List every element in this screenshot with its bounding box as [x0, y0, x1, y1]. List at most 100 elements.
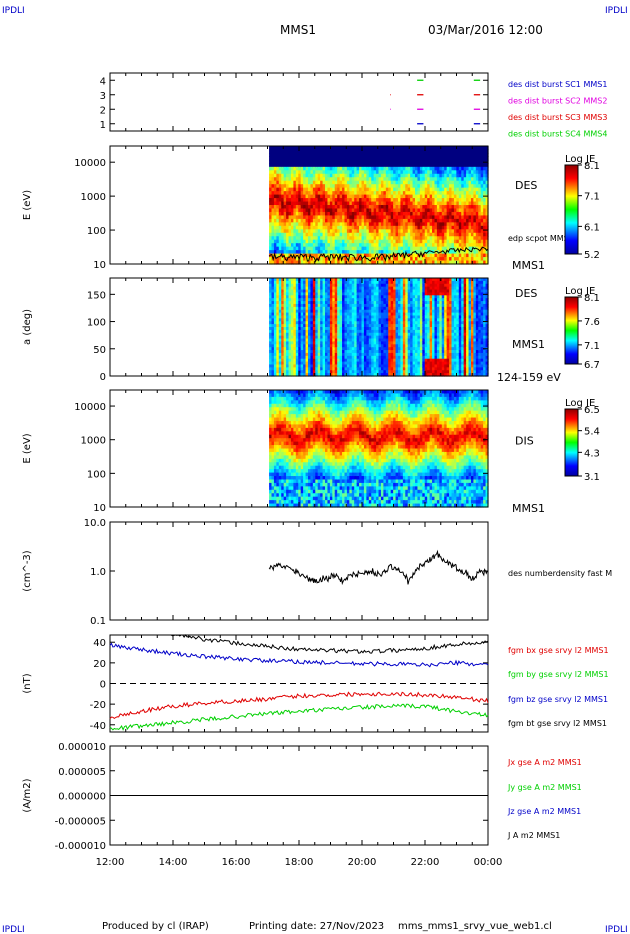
heatmap-cell: [310, 236, 314, 241]
heatmap-cell: [356, 163, 360, 168]
heatmap-cell: [480, 198, 484, 203]
heatmap-cell: [273, 201, 277, 206]
heatmap-cell: [332, 335, 336, 340]
heatmap-cell: [480, 246, 484, 251]
heatmap-cell: [356, 180, 360, 185]
heatmap-cell: [390, 292, 394, 296]
heatmap-cell: [427, 250, 431, 255]
heatmap-cell: [480, 225, 484, 230]
heatmap-cell: [269, 298, 273, 302]
corner-logo-tl: IPDLI: [2, 6, 25, 16]
heatmap-cell: [307, 149, 312, 154]
heatmap-cell: [334, 352, 338, 357]
heatmap-cell: [378, 306, 382, 311]
heatmap-cell: [485, 173, 489, 178]
heatmap-cell: [286, 180, 290, 185]
heatmap-cell: [378, 361, 382, 366]
heatmap-cell: [300, 315, 304, 319]
heatmap-cell: [458, 222, 462, 227]
heatmap-cell: [310, 229, 314, 234]
heatmap-cell: [281, 318, 285, 322]
heatmap-cell: [397, 211, 402, 217]
heatmap-cell: [410, 257, 414, 262]
heatmap-cell: [273, 373, 277, 377]
heatmap-cell: [334, 184, 338, 189]
heatmap-cell: [273, 367, 277, 371]
heatmap-cell: [361, 367, 365, 371]
heatmap-cell: [363, 225, 367, 230]
heatmap-cell: [363, 166, 367, 171]
heatmap-cell: [317, 222, 321, 227]
heatmap-cell: [436, 243, 440, 248]
heatmap-cell: [339, 184, 343, 189]
heatmap-cell: [470, 170, 475, 175]
heatmap-cell: [429, 149, 433, 154]
heatmap-cell: [402, 146, 406, 151]
heatmap-cell: [361, 208, 365, 213]
heatmap-cell: [271, 321, 275, 325]
heatmap-cell: [342, 215, 346, 220]
heatmap-cell: [393, 215, 397, 220]
heatmap-cell: [410, 149, 414, 154]
heatmap-cell: [407, 222, 411, 227]
heatmap-cell: [432, 191, 436, 196]
heatmap-cell: [395, 232, 399, 237]
heatmap-cell: [312, 289, 316, 294]
heatmap-cell: [393, 298, 397, 302]
heatmap-cell: [334, 350, 338, 354]
heatmap-cell: [393, 229, 397, 234]
heatmap-cell: [373, 146, 377, 151]
heatmap-cell: [300, 352, 304, 357]
heatmap-cell: [269, 289, 273, 294]
heatmap-cell: [424, 163, 428, 168]
heatmap-cell: [373, 166, 377, 171]
heatmap-cell: [269, 180, 273, 185]
heatmap-cell: [458, 229, 462, 234]
heatmap-cell: [361, 156, 365, 161]
heatmap-cell: [393, 352, 397, 357]
heatmap-cell: [276, 260, 280, 265]
heatmap-cell: [349, 236, 353, 241]
heatmap-cell: [305, 201, 309, 206]
heatmap-cell: [363, 367, 367, 371]
heatmap-cell: [397, 166, 402, 171]
heatmap-cell: [368, 358, 372, 363]
heatmap-cell: [325, 170, 329, 175]
heatmap-cell: [320, 187, 324, 192]
heatmap-cell: [334, 232, 338, 237]
heatmap-cell: [466, 225, 470, 230]
heatmap-cell: [337, 280, 341, 285]
heatmap-cell: [327, 177, 331, 182]
heatmap-cell: [393, 303, 397, 308]
heatmap-cell: [378, 347, 382, 351]
heatmap-cell: [329, 309, 333, 314]
heatmap-cell: [354, 321, 358, 325]
heatmap-cell: [344, 156, 348, 161]
heatmap-cell: [376, 222, 380, 227]
heatmap-cell: [444, 191, 448, 196]
heatmap-cell: [390, 239, 394, 244]
heatmap-cell: [298, 250, 302, 255]
heatmap-cell: [322, 341, 326, 345]
heatmap-cell: [295, 321, 299, 325]
heatmap-cell: [276, 149, 280, 154]
heatmap-cell: [332, 292, 336, 296]
heatmap-cell: [466, 180, 470, 185]
heatmap-cell: [424, 253, 428, 258]
heatmap-cell: [293, 324, 297, 328]
heatmap-cell: [281, 312, 285, 317]
heatmap-cell: [339, 309, 343, 314]
heatmap-cell: [385, 205, 389, 210]
heatmap-cell: [273, 211, 277, 217]
heatmap-cell: [288, 201, 292, 206]
heatmap-cell: [269, 194, 273, 199]
heatmap-cell: [305, 301, 309, 305]
heatmap-cell: [298, 194, 302, 199]
heatmap-cell: [417, 229, 421, 234]
heatmap-cell: [325, 355, 329, 360]
heatmap-cell: [402, 198, 406, 203]
heatmap-cell: [305, 194, 309, 199]
heatmap-cell: [354, 211, 358, 217]
heatmap-cell: [305, 236, 309, 241]
heatmap-cell: [368, 329, 372, 334]
